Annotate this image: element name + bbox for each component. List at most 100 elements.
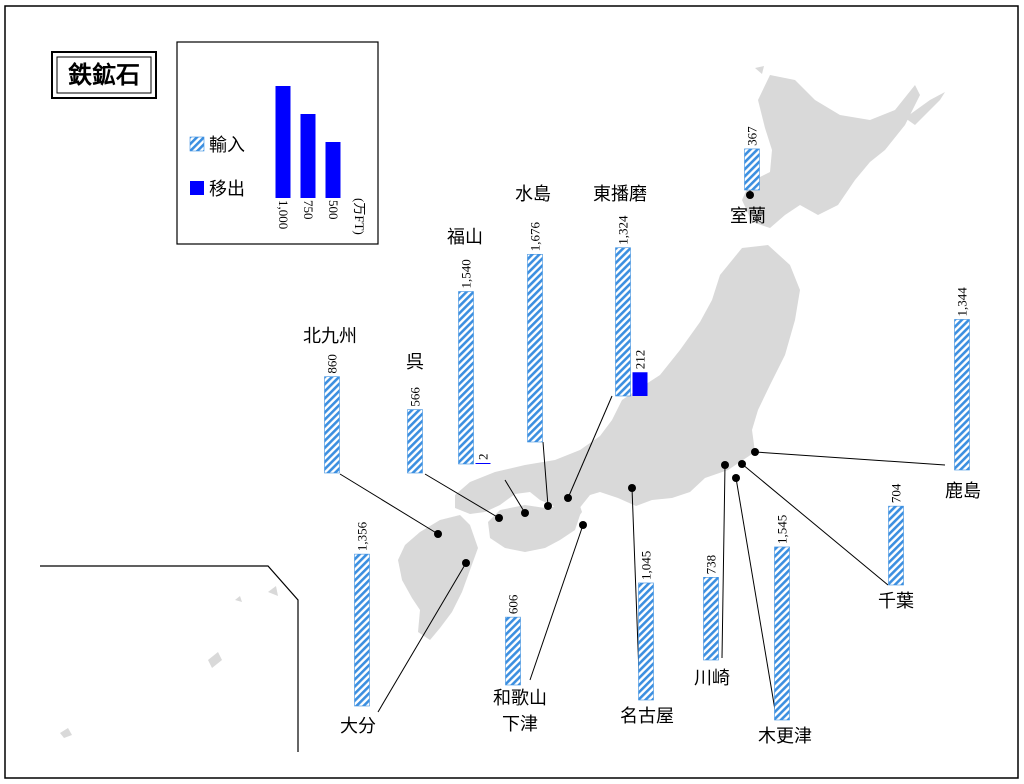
legend-scale-tick: 500 [326, 200, 341, 220]
muroran-label: 室蘭 [730, 206, 766, 227]
legend-scale: 1,000 750 500 [275, 86, 341, 229]
kitakyushu-leader [339, 473, 439, 535]
muroran-import-value: 367 [745, 126, 760, 146]
higashiharima-export-bar [632, 372, 648, 396]
shikoku-island [488, 505, 580, 552]
legend-scale-bar [325, 142, 341, 198]
fukuyama-import-bar [458, 291, 474, 465]
oita-dot [462, 559, 470, 567]
wakayama-leader [529, 524, 584, 681]
chiba-label: 千葉 [878, 591, 914, 612]
kyushu-island [398, 515, 478, 640]
kure-import-bar [407, 409, 423, 474]
kitakyushu-label: 北九州 [303, 326, 357, 347]
shimotsu-label: 下津 [502, 714, 538, 735]
rishiri-island [755, 66, 764, 74]
okinawa-island [60, 728, 72, 738]
kashima-leader [754, 451, 946, 466]
amami-island [208, 652, 222, 668]
oita-import-value: 1,356 [355, 521, 370, 551]
kashima-label: 鹿島 [945, 481, 981, 502]
title-inner-border [56, 56, 152, 94]
kisarazu-import-value: 1,545 [775, 515, 790, 544]
chiba-dot [738, 460, 746, 468]
nagoya-label: 名古屋 [620, 706, 674, 727]
nagoya-import-bar [638, 582, 654, 701]
fukuyama-dot [521, 509, 529, 517]
wakayama-import-value: 606 [506, 594, 521, 614]
kashima-dot [751, 448, 759, 456]
port-dots [434, 191, 759, 567]
honshu-island [455, 245, 800, 515]
japan-landmass [60, 66, 945, 738]
wakayama-label: 和歌山 [493, 688, 547, 709]
oita-leader [377, 562, 467, 713]
yakushima-island [235, 596, 242, 602]
title-box: 鉄鉱石 [51, 51, 157, 99]
higashiharima-leader [567, 395, 613, 499]
map-title: 鉄鉱石 [68, 61, 140, 89]
fukuyama-import-value: 1,540 [459, 259, 474, 288]
legend-box: 輸入 移出 1,000 750 500 (万FT) [176, 41, 379, 245]
higashiharima-import-bar [615, 247, 631, 397]
nagoya-import-value: 1,045 [639, 551, 654, 580]
kisarazu-dot [732, 474, 740, 482]
fukuyama-label: 福山 [447, 227, 483, 248]
kunashiri-island [905, 92, 945, 125]
oita-label: 大分 [340, 716, 376, 737]
chiba-import-value: 704 [889, 483, 904, 503]
kawasaki-label: 川崎 [694, 668, 730, 689]
kitakyushu-import-bar [324, 376, 340, 474]
kashima-import-bar [954, 319, 970, 471]
title-outer-border [51, 51, 157, 99]
inset-divider [40, 565, 299, 752]
kure-import-value: 566 [408, 387, 423, 407]
legend-import-label: 輸入 [209, 135, 245, 156]
legend-unit: (万FT) [352, 198, 367, 235]
kawasaki-import-value: 738 [704, 555, 719, 575]
mizushima-import-value: 1,676 [528, 222, 543, 252]
legend-import-swatch [189, 136, 205, 152]
kawasaki-leader [721, 464, 726, 659]
chiba-import-bar [888, 505, 904, 586]
fukuyama-export-value: 2 [476, 454, 491, 461]
kisarazu-import-bar [774, 546, 790, 721]
mizushima-label: 水島 [515, 184, 551, 205]
chiba-leader [741, 463, 889, 586]
kisarazu-label: 木更津 [758, 726, 812, 747]
higashiharima-dot [564, 494, 572, 502]
higashiharima-label: 東播磨 [593, 184, 647, 205]
fukuyama-leader [504, 479, 526, 514]
kure-dot [495, 514, 503, 522]
bars-layer: 367 1,344 704 1,545 738 1,045 606 1,324 212 1,676… [324, 126, 970, 721]
kashima-import-value: 1,344 [955, 287, 970, 317]
mizushima-leader [542, 441, 549, 507]
wakayama-import-bar [505, 616, 521, 686]
kure-label: 呉 [406, 352, 424, 373]
nagoya-dot [628, 484, 636, 492]
kitakyushu-import-value: 860 [325, 354, 340, 374]
wakayama-dot [579, 521, 587, 529]
legend-scale-tick: 750 [301, 200, 316, 220]
kawasaki-dot [721, 461, 729, 469]
kawasaki-import-bar [703, 577, 719, 661]
legend-scale-tick: 1,000 [276, 200, 291, 229]
tanegashima-island [268, 586, 278, 596]
muroran-import-bar [744, 148, 760, 191]
legend-scale-bar [275, 86, 291, 198]
higashiharima-export-value: 212 [633, 350, 648, 370]
mizushima-dot [544, 502, 552, 510]
awaji-island [570, 500, 582, 522]
fukuyama-export-bar [475, 463, 491, 464]
sado-island [700, 338, 716, 355]
mizushima-import-bar [527, 253, 543, 443]
kitakyushu-dot [434, 530, 442, 538]
port-labels: 室蘭 鹿島 千葉 木更津 川崎 名古屋 和歌山 下津 東播磨 水島 福山 呉 北… [303, 184, 981, 747]
kure-leader [424, 473, 500, 519]
legend-export-swatch [190, 181, 204, 195]
hokkaido-island [742, 75, 920, 228]
muroran-dot [746, 191, 754, 199]
higashiharima-import-value: 1,324 [616, 215, 631, 245]
legend-scale-bar [300, 114, 316, 198]
